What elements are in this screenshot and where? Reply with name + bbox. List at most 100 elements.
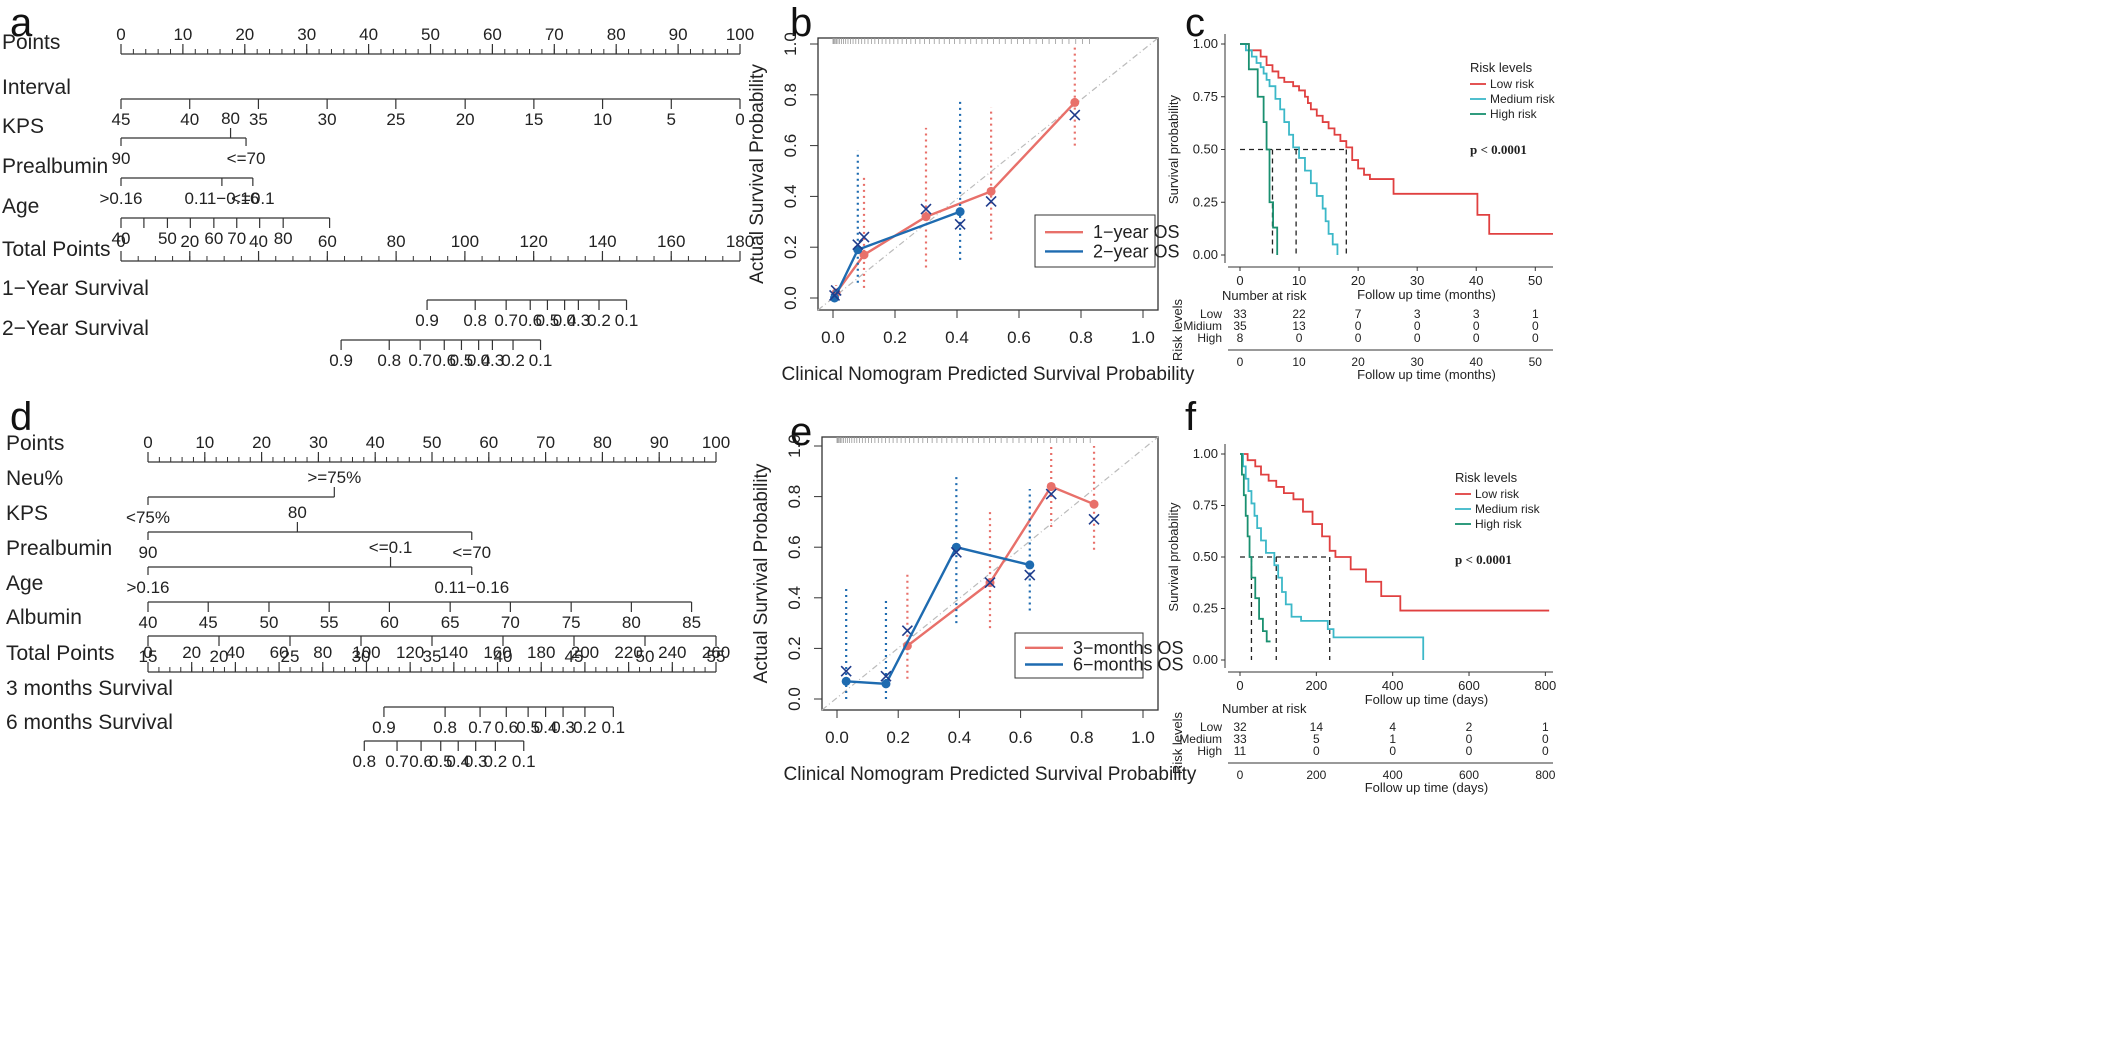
km-curve	[1240, 43, 1339, 255]
x-tick-label: 0.4	[945, 328, 969, 347]
nomogram-row-label: Neu%	[6, 467, 63, 490]
nomogram-tick-label: 55	[707, 647, 726, 666]
nomogram-tick-label: 45	[565, 647, 584, 666]
nomogram-tick-label: 40	[226, 643, 245, 662]
nomogram-tick-label: 0.7	[468, 718, 492, 737]
nomogram-tick-label: 30	[297, 25, 316, 44]
nomogram-row-label: KPS	[2, 115, 44, 138]
y-tick-label: 0.2	[785, 637, 804, 661]
x-tick-label: 0	[1236, 273, 1243, 288]
x-tick-label: 0	[1236, 678, 1243, 693]
nomogram-tick-label: >0.16	[126, 578, 169, 597]
nomogram-row-label: Prealbumin	[6, 537, 112, 560]
nomogram-tick-label: 0.4	[553, 311, 577, 330]
nomogram-tick-label: 120	[396, 643, 424, 662]
risk-count: 11	[1234, 744, 1247, 758]
y-tick-label: 0.2	[781, 235, 800, 259]
risk-count: 0	[1296, 331, 1303, 345]
legend-label: High risk	[1490, 107, 1538, 121]
nomogram-tick-label: 80	[593, 433, 612, 452]
nomogram-row-label: 1−Year Survival	[2, 277, 149, 300]
risk-table-title: Number at risk	[1222, 701, 1307, 716]
nomogram-tick-label: 40	[366, 433, 385, 452]
risk-x-tick-label: 50	[1529, 355, 1543, 369]
legend-box	[1014, 632, 1144, 679]
legend-box	[1034, 214, 1156, 268]
x-tick-label: 0.8	[1069, 328, 1093, 347]
y-tick-label: 0.6	[785, 535, 804, 559]
legend-label: 6−months OS	[1073, 655, 1184, 675]
risk-count: 3	[1473, 307, 1480, 321]
nomogram-tick-label: 50	[636, 647, 655, 666]
risk-count: 7	[1355, 307, 1362, 321]
nomogram-tick-label: 45	[112, 110, 131, 129]
nomogram-tick-label: 0	[143, 643, 152, 662]
risk-count: 33	[1233, 307, 1247, 321]
observed-cross	[828, 289, 841, 302]
risk-count: 0	[1355, 331, 1362, 345]
nomogram-tick-label: 0.7	[494, 311, 518, 330]
nomogram-tick-label: 0.6	[432, 351, 456, 370]
series-point	[1089, 499, 1099, 509]
nomogram-row-label: 2−Year Survival	[2, 317, 149, 340]
p-value: p < 0.0001	[1455, 552, 1512, 567]
risk-count: 13	[1292, 319, 1306, 333]
nomogram-tick-label: 50	[421, 25, 440, 44]
panel-letter-a: a	[10, 1, 33, 45]
nomogram-tick-label: 50	[158, 229, 177, 248]
nomogram-tick-label: 0.7	[408, 351, 432, 370]
x-tick-label: 50	[1528, 273, 1542, 288]
risk-count: 0	[1414, 319, 1421, 333]
nomogram-tick-label: <75%	[126, 508, 170, 527]
nomogram-tick-label: 0.3	[481, 351, 505, 370]
nomogram-tick-label: 0.4	[534, 718, 558, 737]
x-axis-label: Clinical Nomogram Predicted Survival Pro…	[782, 364, 1195, 385]
nomogram-tick-label: 120	[519, 232, 547, 251]
nomogram-tick-label: 0.8	[463, 311, 487, 330]
nomogram-tick-label: 60	[270, 643, 289, 662]
y-tick-label: 0.75	[1193, 89, 1218, 104]
risk-count: 1	[1389, 732, 1396, 746]
risk-count: 0	[1389, 744, 1396, 758]
nomogram-tick-label: 25	[386, 110, 405, 129]
series-point	[951, 542, 961, 552]
observed-cross	[858, 231, 870, 243]
nomogram-tick-label: 0	[116, 232, 125, 251]
nomogram-tick-label: 60	[204, 229, 223, 248]
nomogram-row-label: Total Points	[2, 238, 111, 261]
observed-cross	[950, 546, 962, 558]
risk-row-label: High	[1197, 744, 1222, 758]
nomogram-tick-label: 40	[359, 25, 378, 44]
y-tick-label: 0.4	[781, 185, 800, 209]
risk-x-tick-label: 600	[1459, 768, 1479, 782]
observed-cross	[1045, 488, 1057, 500]
y-tick-label: 0.8	[785, 485, 804, 509]
series-point	[859, 250, 869, 260]
risk-count: 4	[1389, 720, 1396, 734]
risk-count: 8	[1237, 331, 1244, 345]
nomogram-tick-label: 80	[288, 503, 307, 522]
x-axis-label: Follow up time (days)	[1365, 692, 1489, 707]
nomogram-tick-label: 40	[139, 613, 158, 632]
risk-x-tick-label: 10	[1292, 355, 1306, 369]
nomogram-tick-label: 10	[173, 25, 192, 44]
nomogram-tick-label: 75	[562, 613, 581, 632]
x-tick-label: 0.2	[883, 328, 907, 347]
nomogram-tick-label: 100	[726, 25, 754, 44]
risk-count: 0	[1466, 744, 1473, 758]
risk-row-label: Midium	[1183, 319, 1222, 333]
y-tick-label: 0.25	[1193, 601, 1218, 616]
nomogram-tick-label: 90	[669, 25, 688, 44]
nomogram-tick-label: 0.7	[385, 752, 409, 771]
nomogram-row-label: Age	[2, 195, 39, 218]
y-tick-label: 0.4	[785, 586, 804, 610]
y-tick-label: 0.8	[781, 83, 800, 107]
km-curve	[1240, 453, 1550, 612]
nomogram-tick-label: 70	[545, 25, 564, 44]
y-tick-label: 0.00	[1193, 247, 1218, 262]
risk-count: 0	[1414, 331, 1421, 345]
series-point	[921, 212, 931, 222]
nomogram-tick-label: 0.9	[372, 718, 396, 737]
panel-letter-c: c	[1185, 1, 1205, 45]
